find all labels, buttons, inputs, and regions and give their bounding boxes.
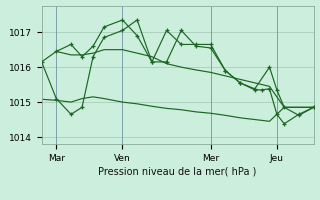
X-axis label: Pression niveau de la mer( hPa ): Pression niveau de la mer( hPa ) (99, 167, 257, 177)
